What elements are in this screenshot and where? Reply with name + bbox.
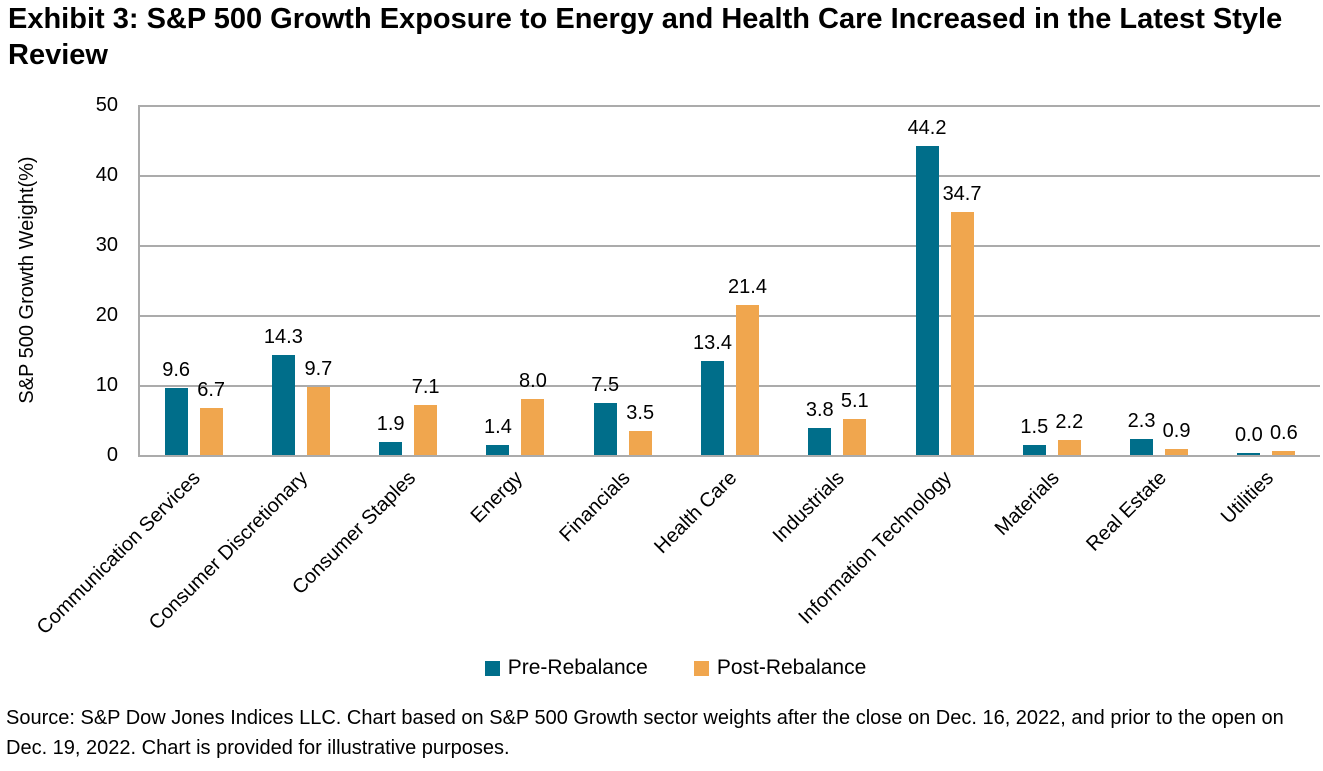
legend-swatch-post-rebalance (693, 660, 709, 676)
bar-pre-rebalance-4 (486, 445, 510, 455)
bar-post-rebalance-7 (843, 419, 867, 455)
bar-value-post-rebalance-7: 5.1 (840, 390, 869, 413)
bar-post-rebalance-8 (950, 212, 974, 455)
gridline-30 (140, 245, 1320, 247)
bar-group-7: 3.8 5.1 (784, 105, 891, 455)
bar-pre-rebalance-2 (271, 354, 295, 455)
bar-value-pre-rebalance-4: 1.4 (484, 416, 512, 439)
bar-value-pre-rebalance-10: 2.3 (1127, 409, 1156, 432)
y-tick-0: 0 (106, 444, 118, 466)
x-label-7: Industrials (768, 467, 849, 548)
bar-value-pre-rebalance-11: 0.0 (1234, 424, 1263, 446)
bar-group-11: 0.0 0.6 (1213, 105, 1320, 455)
bar-value-pre-rebalance-9: 1.5 (1020, 415, 1049, 438)
bar-value-post-rebalance-8: 34.7 (942, 183, 982, 206)
bar-post-rebalance-1 (199, 408, 223, 455)
bar-group-1: 9.6 6.7 (140, 105, 247, 455)
legend-swatch-pre-rebalance (484, 660, 500, 676)
bar-post-rebalance-11 (1272, 450, 1296, 455)
gridline-50 (140, 105, 1320, 107)
bar-value-post-rebalance-3: 7.1 (411, 376, 440, 399)
bar-group-2: 14.3 9.7 (247, 105, 354, 455)
chart-title: Exhibit 3: S&P 500 Growth Exposure to En… (8, 3, 1283, 71)
bar-value-pre-rebalance-6: 13.4 (693, 332, 732, 355)
y-tick-50: 50 (95, 94, 118, 116)
bar-post-rebalance-10 (1165, 448, 1189, 455)
x-label-10: Real Estate (1081, 467, 1171, 556)
x-label-9: Materials (990, 467, 1064, 540)
bar-pre-rebalance-5 (593, 402, 617, 455)
bar-value-pre-rebalance-1: 9.6 (162, 358, 191, 381)
bar-value-pre-rebalance-7: 3.8 (805, 399, 834, 422)
bar-group-6: 13.4 21.4 (676, 105, 783, 455)
legend-label: Pre-Rebalance (507, 656, 648, 679)
bar-pre-rebalance-9 (1022, 444, 1046, 455)
bar-value-post-rebalance-11: 0.6 (1269, 421, 1298, 444)
bar-value-pre-rebalance-2: 14.3 (263, 325, 303, 348)
source-note: Source: S&P Dow Jones Indices LLC. Chart… (6, 707, 1284, 759)
bar-pre-rebalance-7 (808, 428, 832, 455)
bar-value-pre-rebalance-5: 7.5 (591, 373, 620, 396)
bar-pre-rebalance-10 (1130, 438, 1154, 455)
bar-chart: S&P 500 Growth Weight(%) 9.6 6.7 14.3 9.7 1.… (16, 94, 1320, 639)
bar-pre-rebalance-8 (915, 145, 939, 455)
bar-group-4: 1.4 8.0 (462, 105, 569, 455)
y-axis-label: S&P 500 Growth Weight(%) (16, 156, 38, 404)
bar-value-post-rebalance-6: 21.4 (728, 276, 767, 299)
bar-pre-rebalance-1 (164, 387, 188, 455)
y-tick-40: 40 (95, 164, 118, 186)
legend-label: Post-Rebalance (716, 656, 867, 679)
y-tick-20: 20 (95, 304, 118, 326)
bar-pre-rebalance-6 (700, 361, 724, 455)
bar-post-rebalance-6 (735, 305, 759, 455)
bar-group-9: 1.5 2.2 (998, 105, 1105, 455)
bar-group-5: 7.5 3.5 (569, 105, 676, 455)
x-label-5: Financials (555, 467, 635, 547)
bar-value-post-rebalance-1: 6.7 (197, 379, 226, 402)
bar-value-pre-rebalance-8: 44.2 (907, 116, 947, 139)
y-tick-30: 30 (95, 234, 118, 256)
chart-legend: Pre-Rebalance Post-Rebalance (14, 656, 1323, 680)
bar-pre-rebalance-11 (1237, 453, 1261, 455)
bar-post-rebalance-4 (521, 399, 545, 455)
legend-item-post-rebalance: Post-Rebalance (693, 656, 867, 680)
legend-item-pre-rebalance: Pre-Rebalance (484, 656, 648, 680)
x-label-6: Health Care (650, 467, 742, 559)
x-label-4: Energy (466, 467, 528, 528)
gridline-40 (140, 175, 1320, 177)
bar-value-post-rebalance-4: 8.0 (519, 370, 547, 392)
bar-post-rebalance-3 (414, 405, 438, 455)
bar-pre-rebalance-3 (379, 441, 403, 455)
bar-post-rebalance-5 (628, 430, 652, 455)
x-label-11: Utilities (1216, 467, 1278, 529)
bar-value-pre-rebalance-3: 1.9 (376, 412, 405, 435)
y-tick-10: 10 (95, 374, 118, 396)
bar-post-rebalance-2 (306, 387, 330, 455)
bar-group-8: 44.2 34.7 (891, 105, 998, 455)
plot-area: 9.6 6.7 14.3 9.7 1.9 7.1 1.4 8.0 7.5 3.5 13.4 21.4 3… (138, 105, 1320, 457)
bar-value-post-rebalance-5: 3.5 (626, 401, 655, 424)
bar-value-post-rebalance-10: 0.9 (1162, 419, 1191, 442)
gridline-10 (140, 385, 1320, 387)
bar-group-3: 1.9 7.1 (355, 105, 462, 455)
bar-post-rebalance-9 (1057, 439, 1081, 455)
gridline-20 (140, 315, 1320, 317)
bar-value-post-rebalance-9: 2.2 (1055, 410, 1084, 433)
bar-value-post-rebalance-2: 9.7 (304, 358, 333, 381)
bar-group-10: 2.3 0.9 (1105, 105, 1212, 455)
